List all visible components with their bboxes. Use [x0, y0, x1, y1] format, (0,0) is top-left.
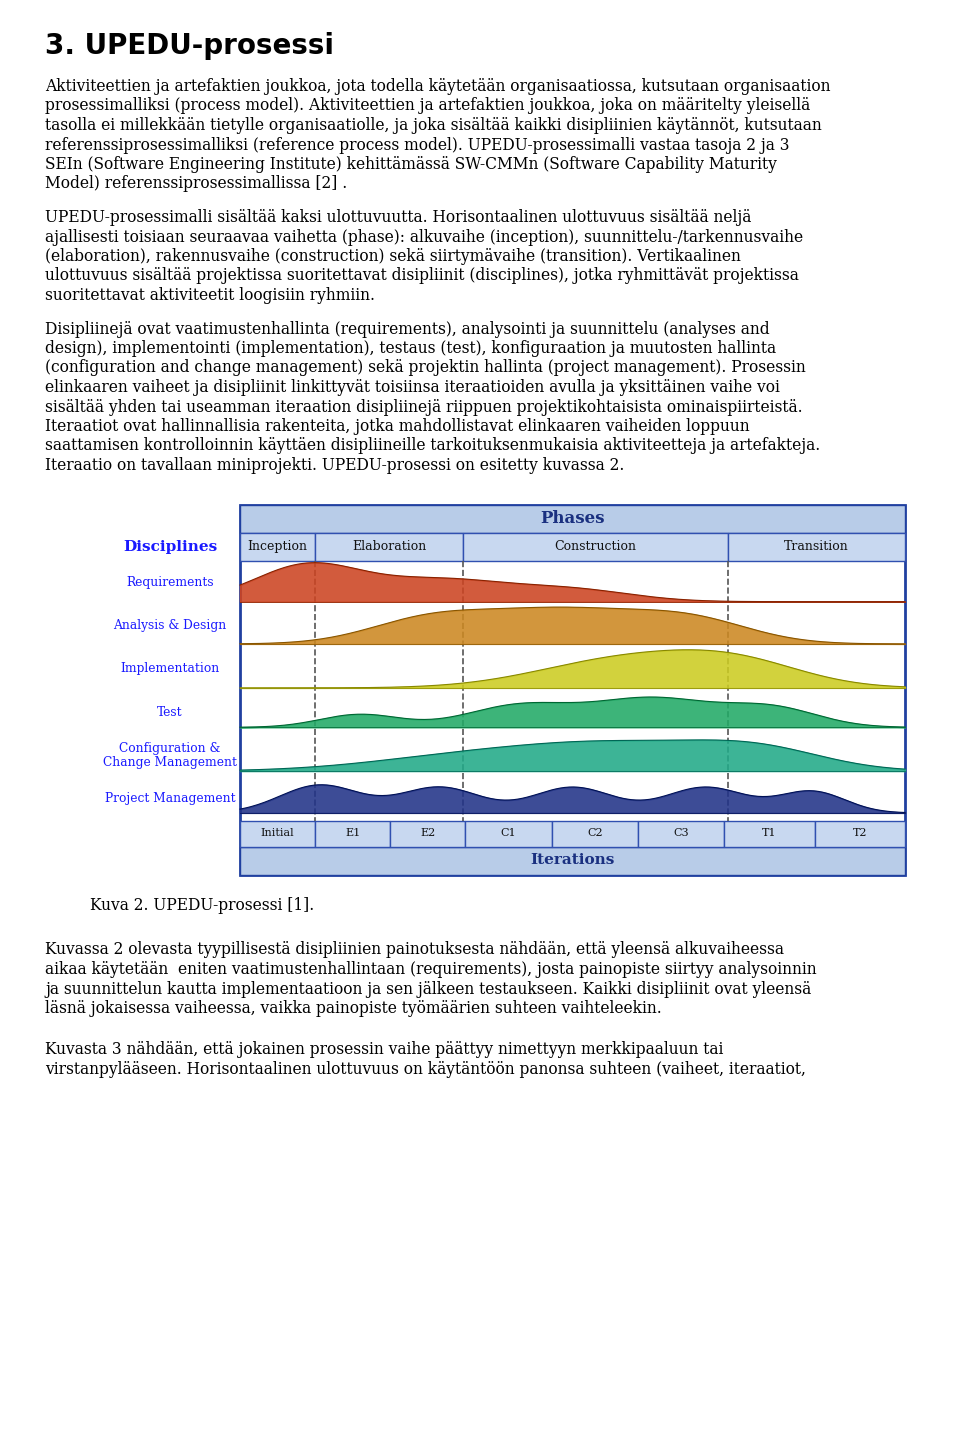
Text: ajallisesti toisiaan seuraavaa vaihetta (phase): alkuvaihe (inception), suunnitt: ajallisesti toisiaan seuraavaa vaihetta … [45, 228, 804, 245]
Bar [638, 820, 724, 846]
Text: C1: C1 [500, 829, 516, 838]
Text: Configuration &: Configuration & [119, 743, 221, 756]
Text: prosessimalliksi (process model). Aktiviteettien ja artefaktien joukkoa, joka on: prosessimalliksi (process model). Aktivi… [45, 98, 810, 114]
Bar [315, 532, 463, 561]
Bar [815, 820, 905, 846]
Text: UPEDU-prosessimalli sisältää kaksi ulottuvuutta. Horisontaalinen ulottuvuus sisä: UPEDU-prosessimalli sisältää kaksi ulott… [45, 209, 752, 226]
Text: E2: E2 [420, 829, 435, 838]
Bar [728, 532, 905, 561]
Text: C2: C2 [587, 829, 603, 838]
Text: Phases: Phases [540, 510, 605, 526]
Text: sisältää yhden tai useamman iteraation disipliinejä riippuen projektikohtaisista: sisältää yhden tai useamman iteraation d… [45, 398, 803, 415]
Bar [240, 505, 905, 874]
Bar [724, 820, 815, 846]
Text: Implementation: Implementation [120, 662, 220, 675]
Text: SEIn (Software Engineering Institute) kehittämässä SW-CMMn (Software Capability : SEIn (Software Engineering Institute) ke… [45, 156, 777, 173]
Text: Disciplines: Disciplines [123, 539, 217, 554]
Text: elinkaaren vaiheet ja disipliinit linkittyvät toisiinsa iteraatioiden avulla ja : elinkaaren vaiheet ja disipliinit linkit… [45, 379, 780, 397]
Bar [552, 820, 638, 846]
Bar [463, 532, 728, 561]
Bar [315, 820, 390, 846]
Text: Analysis & Design: Analysis & Design [113, 619, 227, 632]
Text: C3: C3 [673, 829, 689, 838]
Text: suoritettavat aktiviteetit loogisiin ryhmiin.: suoritettavat aktiviteetit loogisiin ryh… [45, 287, 375, 304]
Text: Construction: Construction [555, 539, 636, 552]
Text: Iteraatiot ovat hallinnallisia rakenteita, jotka mahdollistavat elinkaaren vaihe: Iteraatiot ovat hallinnallisia rakenteit… [45, 418, 750, 435]
Text: Disipliinejä ovat vaatimustenhallinta (requirements), analysointi ja suunnittelu: Disipliinejä ovat vaatimustenhallinta (r… [45, 320, 770, 337]
Text: läsnä jokaisessa vaiheessa, vaikka painopiste työmäärien suhteen vaihteleekin.: läsnä jokaisessa vaiheessa, vaikka paino… [45, 999, 661, 1017]
Text: Transition: Transition [784, 539, 849, 552]
Text: T1: T1 [762, 829, 777, 838]
Text: referenssiprosessimalliksi (reference process model). UPEDU-prosessimalli vastaa: referenssiprosessimalliksi (reference pr… [45, 137, 789, 153]
Text: virstanpylääseen. Horisontaalinen ulottuvuus on käytäntöön panonsa suhteen (vaih: virstanpylääseen. Horisontaalinen ulottu… [45, 1061, 805, 1079]
Bar [240, 846, 905, 874]
Bar [240, 505, 905, 532]
Text: Iteraatio on tavallaan miniprojekti. UPEDU-prosessi on esitetty kuvassa 2.: Iteraatio on tavallaan miniprojekti. UPE… [45, 457, 624, 474]
Text: Elaboration: Elaboration [352, 539, 426, 552]
Text: Kuvasta 3 nähdään, että jokainen prosessin vaihe päättyy nimettyyn merkkipaaluun: Kuvasta 3 nähdään, että jokainen prosess… [45, 1041, 724, 1058]
Text: aikaa käytetään  eniten vaatimustenhallintaan (requirements), josta painopiste s: aikaa käytetään eniten vaatimustenhallin… [45, 960, 817, 978]
Text: 3. UPEDU-prosessi: 3. UPEDU-prosessi [45, 32, 334, 61]
Text: ulottuvuus sisältää projektissa suoritettavat disipliinit (disciplines), jotka r: ulottuvuus sisältää projektissa suoritet… [45, 268, 799, 284]
Text: Kuva 2. UPEDU-prosessi [1].: Kuva 2. UPEDU-prosessi [1]. [90, 897, 314, 913]
Text: (elaboration), rakennusvaihe (construction) sekä siirtymävaihe (transition). Ver: (elaboration), rakennusvaihe (constructi… [45, 248, 741, 265]
Text: Iterations: Iterations [530, 854, 614, 868]
Bar [466, 820, 552, 846]
Text: Inception: Inception [248, 539, 307, 552]
Text: Kuvassa 2 olevasta tyypillisestä disipliinien painotuksesta nähdään, että yleens: Kuvassa 2 olevasta tyypillisestä disipli… [45, 942, 784, 959]
Text: tasolla ei millekkään tietylle organisaatiolle, ja joka sisältää kaikki disiplii: tasolla ei millekkään tietylle organisaa… [45, 117, 822, 134]
Bar [240, 532, 315, 561]
Text: saattamisen kontrolloinnin käyttäen disipliineille tarkoituksenmukaisia aktivite: saattamisen kontrolloinnin käyttäen disi… [45, 437, 820, 454]
Text: Aktiviteettien ja artefaktien joukkoa, jota todella käytetään organisaatiossa, k: Aktiviteettien ja artefaktien joukkoa, j… [45, 78, 830, 95]
Text: design), implementointi (implementation), testaus (test), konfiguraation ja muut: design), implementointi (implementation)… [45, 340, 776, 358]
Text: Requirements: Requirements [126, 575, 214, 588]
Text: T2: T2 [852, 829, 867, 838]
Text: Test: Test [157, 705, 182, 718]
Text: Change Management: Change Management [103, 756, 237, 769]
Bar [240, 820, 315, 846]
Text: Project Management: Project Management [105, 792, 235, 805]
Bar [390, 820, 466, 846]
Text: ja suunnittelun kautta implementaatioon ja sen jälkeen testaukseen. Kaikki disip: ja suunnittelun kautta implementaatioon … [45, 981, 811, 998]
Text: Initial: Initial [261, 829, 295, 838]
Text: (configuration and change management) sekä projektin hallinta (project managemen: (configuration and change management) se… [45, 359, 805, 376]
Text: E1: E1 [345, 829, 360, 838]
Text: Model) referenssiprosessimallissa [2] .: Model) referenssiprosessimallissa [2] . [45, 176, 348, 192]
